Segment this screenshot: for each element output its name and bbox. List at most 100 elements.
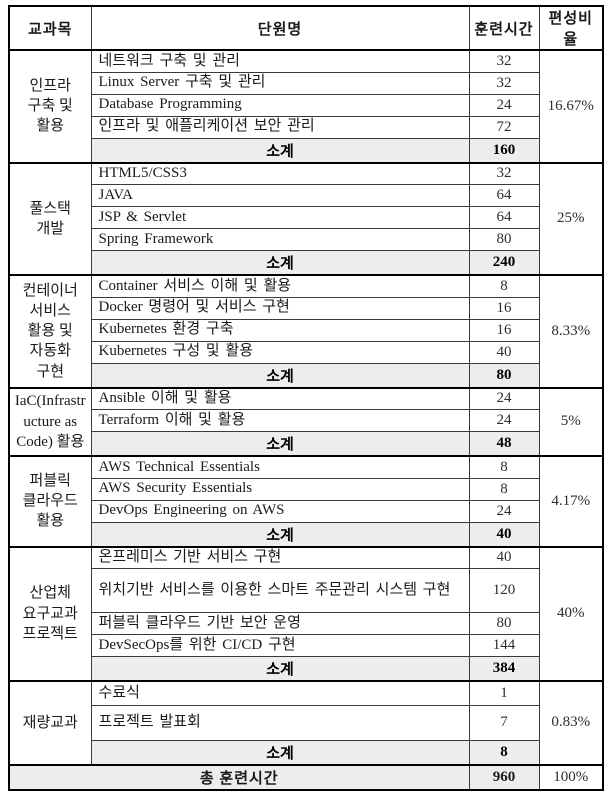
col-header-ratio: 편성비율 — [538, 5, 604, 51]
unit-row: IaC(Infrastructure as Code) 활용 Ansible 이해… — [8, 386, 604, 457]
unit-name-cell: 위치기반 서비스를 이용한 스마트 주문관리 시스템 구현 — [90, 568, 470, 613]
page: 교과목 단원명 훈련시간 편성비율 인프라 구축 및 활용 네트워크 구축 및 관… — [8, 5, 604, 791]
curriculum-table: 교과목 단원명 훈련시간 편성비율 인프라 구축 및 활용 네트워크 구축 및 관… — [8, 5, 604, 791]
col-header-hours: 훈련시간 — [468, 5, 540, 51]
unit-name-cell: Spring Framework — [90, 228, 470, 251]
unit-name-cell: DevOps Engineering on AWS — [90, 499, 470, 523]
hours-cell: 144 — [468, 634, 540, 657]
total-label-cell: 총 훈련시간 — [8, 763, 470, 790]
unit-row: 재량교과 수료식 1 0.83% — [8, 680, 604, 765]
ratio-cell: 8.33% — [538, 274, 604, 388]
hours-cell: 24 — [468, 386, 540, 410]
hours-cell: 120 — [468, 568, 540, 613]
hours-cell: 8 — [468, 477, 540, 501]
unit-name-cell: Ansible 이해 및 활용 — [90, 386, 470, 410]
hours-cell: 8 — [468, 455, 540, 479]
unit-row: 프로젝트 발표회 7 — [9, 704, 603, 741]
hours-cell: 32 — [468, 49, 540, 73]
curriculum-body: 인프라 구축 및 활용 네트워크 구축 및 관리 32 16.67% Linux Ser… — [8, 49, 604, 765]
unit-name-cell: Kubernetes 환경 구축 — [90, 318, 470, 342]
hours-cell: 24 — [468, 93, 540, 117]
subtotal-label-cell: 소계 — [90, 362, 470, 388]
subtotal-row: 소계 384 — [9, 656, 603, 682]
hours-cell: 8 — [468, 274, 540, 298]
unit-name-cell: Database Programming — [90, 93, 470, 117]
hours-cell: 32 — [468, 71, 540, 95]
hours-cell: 24 — [468, 409, 540, 432]
unit-row: 풀스택 개발 HTML5/CSS3 32 25% — [8, 161, 604, 276]
subtotal-label-cell: 소계 — [90, 250, 470, 276]
ratio-cell: 4.17% — [538, 455, 604, 547]
subtotal-row: 소계 48 — [9, 431, 603, 457]
subtotal-row: 소계 240 — [9, 250, 603, 276]
unit-name-cell: AWS Technical Essentials — [90, 455, 470, 479]
hours-cell: 40 — [468, 340, 540, 364]
hours-cell: 64 — [468, 184, 540, 207]
subtotal-hours-cell: 48 — [468, 431, 540, 457]
subtotal-hours-cell: 384 — [468, 656, 540, 682]
unit-row: JAVA 64 — [9, 184, 603, 207]
unit-name-cell: Docker 명령어 및 서비스 구현 — [90, 296, 470, 320]
subject-cell: 퍼블릭 클라우드 활용 — [8, 455, 92, 547]
ratio-cell: 5% — [538, 386, 604, 457]
unit-name-cell: Container 서비스 이해 및 활용 — [90, 274, 470, 298]
subtotal-label-cell: 소계 — [90, 656, 470, 682]
unit-row: Database Programming 24 — [9, 93, 603, 117]
unit-row: 퍼블릭 클라우드 활용 AWS Technical Essentials 8 4.17… — [8, 455, 604, 547]
unit-name-cell: 인프라 및 애플리케이션 보안 관리 — [90, 115, 470, 139]
unit-row: Docker 명령어 및 서비스 구현 16 — [9, 296, 603, 320]
unit-row: 위치기반 서비스를 이용한 스마트 주문관리 시스템 구현 120 — [9, 568, 603, 613]
unit-row: 인프라 구축 및 활용 네트워크 구축 및 관리 32 16.67% — [8, 49, 604, 163]
unit-row: DevSecOps를 위한 CI/CD 구현 144 — [9, 634, 603, 657]
hours-cell: 24 — [468, 499, 540, 523]
unit-name-cell: Linux Server 구축 및 관리 — [90, 71, 470, 95]
total-ratio-cell: 100% — [538, 763, 604, 790]
subtotal-row: 소계 160 — [9, 137, 603, 163]
hours-cell: 1 — [468, 680, 540, 706]
unit-row: Kubernetes 구성 및 활용 40 — [9, 340, 603, 364]
hours-cell: 80 — [468, 228, 540, 251]
unit-name-cell: Terraform 이해 및 활용 — [90, 409, 470, 432]
unit-row: 산업체 요구교과 프로젝트 온프레미스 기반 서비스 구현 40 40% — [8, 545, 604, 682]
unit-row: AWS Security Essentials 8 — [9, 477, 603, 501]
ratio-cell: 16.67% — [538, 49, 604, 163]
subtotal-hours-cell: 80 — [468, 362, 540, 388]
subject-cell: 산업체 요구교과 프로젝트 — [8, 545, 92, 682]
col-header-subject: 교과목 — [8, 5, 92, 51]
unit-row: Terraform 이해 및 활용 24 — [9, 409, 603, 432]
ratio-cell: 25% — [538, 161, 604, 276]
unit-row: Spring Framework 80 — [9, 228, 603, 251]
subtotal-label-cell: 소계 — [90, 521, 470, 547]
total-hours-cell: 960 — [468, 763, 540, 790]
subtotal-label-cell: 소계 — [90, 739, 470, 765]
subtotal-hours-cell: 40 — [468, 521, 540, 547]
ratio-cell: 40% — [538, 545, 604, 682]
subtotal-label-cell: 소계 — [90, 137, 470, 163]
unit-name-cell: DevSecOps를 위한 CI/CD 구현 — [90, 634, 470, 657]
unit-row: 퍼블릭 클라우드 기반 보안 운영 80 — [9, 612, 603, 635]
subject-cell: 컨테이너 서비스 활용 및 자동화 구현 — [8, 274, 92, 388]
subtotal-row: 소계 40 — [9, 521, 603, 547]
unit-name-cell: HTML5/CSS3 — [90, 161, 470, 185]
col-header-unit: 단원명 — [90, 5, 470, 51]
unit-row: 컨테이너 서비스 활용 및 자동화 구현 Container 서비스 이해 및 활… — [8, 274, 604, 388]
unit-name-cell: AWS Security Essentials — [90, 477, 470, 501]
unit-name-cell: 수료식 — [90, 680, 470, 706]
subtotal-row: 소계 8 — [9, 739, 603, 765]
subtotal-label-cell: 소계 — [90, 431, 470, 457]
hours-cell: 16 — [468, 296, 540, 320]
unit-row: Kubernetes 환경 구축 16 — [9, 318, 603, 342]
hours-cell: 72 — [468, 115, 540, 139]
unit-name-cell: Kubernetes 구성 및 활용 — [90, 340, 470, 364]
hours-cell: 40 — [468, 545, 540, 569]
hours-cell: 7 — [468, 704, 540, 741]
unit-row: Linux Server 구축 및 관리 32 — [9, 71, 603, 95]
subject-cell: 재량교과 — [8, 680, 92, 765]
unit-name-cell: JSP & Servlet — [90, 206, 470, 229]
hours-cell: 64 — [468, 206, 540, 229]
hours-cell: 16 — [468, 318, 540, 342]
unit-name-cell: 네트워크 구축 및 관리 — [90, 49, 470, 73]
unit-name-cell: 온프레미스 기반 서비스 구현 — [90, 545, 470, 569]
unit-row: JSP & Servlet 64 — [9, 206, 603, 229]
subject-cell: IaC(Infrastructure as Code) 활용 — [8, 386, 92, 457]
